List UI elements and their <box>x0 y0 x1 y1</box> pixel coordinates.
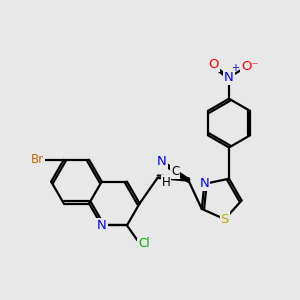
Text: Cl: Cl <box>138 237 150 250</box>
Text: H: H <box>161 176 170 189</box>
Text: O⁻: O⁻ <box>241 60 259 74</box>
Text: N: N <box>97 219 106 232</box>
Text: N: N <box>224 71 234 84</box>
Text: O: O <box>208 58 219 71</box>
Text: Br: Br <box>31 153 44 166</box>
Text: C: C <box>171 165 179 178</box>
Text: N: N <box>200 177 209 190</box>
Text: S: S <box>220 213 229 226</box>
Text: N: N <box>157 155 167 168</box>
Text: +: + <box>231 63 239 73</box>
